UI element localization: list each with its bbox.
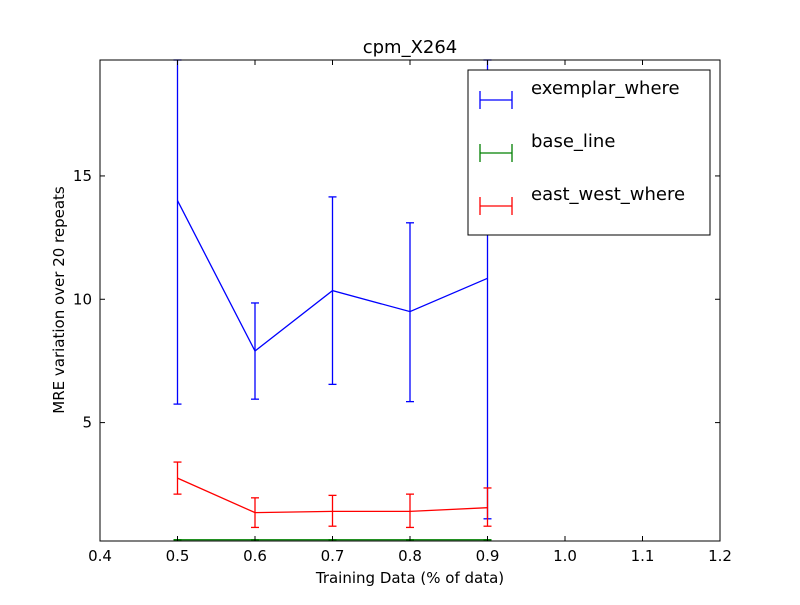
x-tick-label: 0.5	[166, 547, 190, 565]
x-tick-label: 0.6	[243, 547, 267, 565]
legend-label: base_line	[531, 131, 615, 152]
x-tick-label: 0.4	[88, 547, 112, 565]
y-tick-label: 5	[82, 414, 92, 432]
x-tick-label: 1.1	[631, 547, 655, 565]
y-axis-label: MRE variation over 20 repeats	[50, 186, 68, 414]
x-axis-label: Training Data (% of data)	[315, 569, 504, 587]
x-tick-label: 0.9	[476, 547, 500, 565]
x-tick-label: 0.8	[398, 547, 422, 565]
x-tick-label: 0.7	[321, 547, 345, 565]
legend-label: east_west_where	[531, 184, 685, 205]
x-tick-label: 1.2	[708, 547, 732, 565]
legend-label: exemplar_where	[531, 78, 680, 99]
legend: exemplar_where base_line east_west_where	[468, 70, 710, 235]
x-tick-label: 1.0	[553, 547, 577, 565]
y-tick-label: 15	[73, 167, 92, 185]
y-tick-label: 10	[73, 290, 92, 308]
chart-title: cpm_X264	[363, 37, 458, 58]
